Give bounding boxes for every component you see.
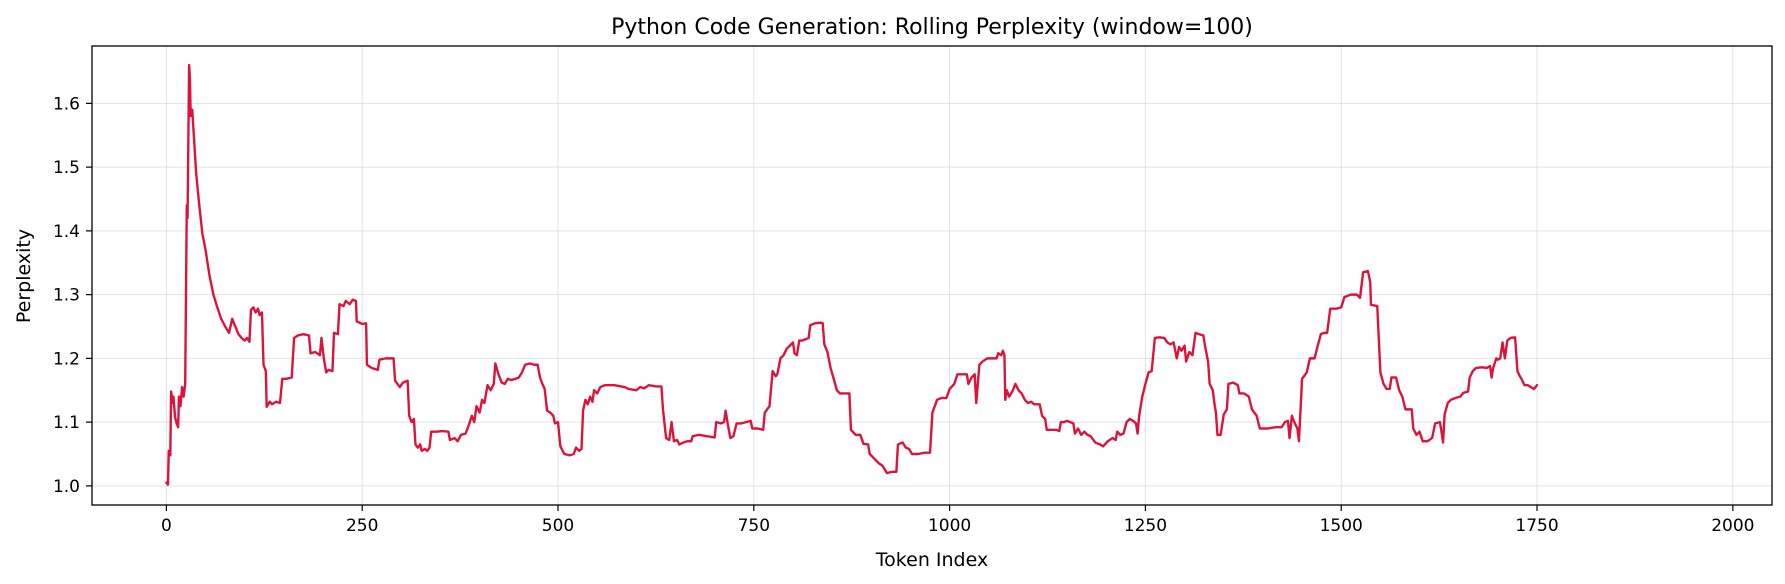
x-tick-label: 1500	[1320, 516, 1363, 536]
x-tick-label: 1000	[928, 516, 971, 536]
y-axis-label: Perplexity	[13, 229, 35, 323]
x-tick-label: 0	[161, 516, 172, 536]
y-tick-label: 1.4	[53, 222, 80, 242]
x-tick-label: 1250	[1124, 516, 1167, 536]
grid	[92, 46, 1772, 505]
y-axis-ticks: 1.0 1.1 1.2 1.3 1.4 1.5 1.6	[53, 94, 92, 497]
x-tick-label: 1750	[1515, 516, 1558, 536]
y-tick-label: 1.6	[53, 94, 80, 114]
y-tick-label: 1.5	[53, 158, 80, 178]
x-tick-label: 250	[346, 516, 378, 536]
y-tick-label: 1.3	[53, 286, 80, 306]
x-tick-label: 500	[542, 516, 574, 536]
y-tick-label: 1.1	[53, 413, 80, 433]
x-axis-label: Token Index	[875, 549, 988, 571]
x-axis-ticks: 0 250 500 750 1000 1250 1500 1750 2000	[161, 505, 1754, 536]
x-tick-label: 2000	[1711, 516, 1754, 536]
chart-title: Python Code Generation: Rolling Perplexi…	[611, 15, 1253, 40]
y-tick-label: 1.0	[53, 477, 80, 497]
x-tick-label: 750	[738, 516, 770, 536]
series-line-0	[165, 63, 1539, 486]
y-tick-label: 1.2	[53, 349, 80, 369]
plot-frame	[91, 45, 1773, 506]
series-layer	[165, 63, 1539, 486]
